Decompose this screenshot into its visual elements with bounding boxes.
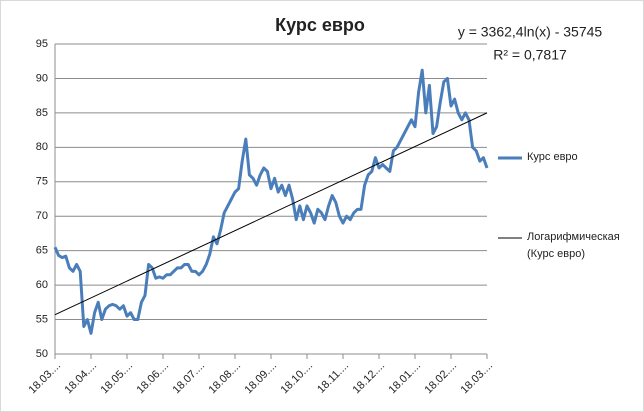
legend-label: Логарифмическая (Курс евро) <box>527 231 620 260</box>
chart-title: Курс евро <box>275 15 365 35</box>
y-tick-label: 80 <box>36 141 48 153</box>
legend-label: Курс евро <box>527 151 578 163</box>
data-line <box>53 68 489 335</box>
trend-line <box>54 112 488 316</box>
y-tick-label: 75 <box>36 176 48 188</box>
y-tick-label: 90 <box>36 72 48 84</box>
y-tick-label: 65 <box>36 245 48 257</box>
y-tick-label: 55 <box>36 313 48 325</box>
trend-equation: y = 3362,4ln(x) - 35745 <box>458 24 603 40</box>
y-tick-label: 60 <box>36 279 48 291</box>
y-tick-label: 50 <box>36 348 48 360</box>
y-tick-label: 85 <box>36 107 48 119</box>
y-tick-label: 95 <box>36 38 48 50</box>
y-tick-label: 70 <box>36 210 48 222</box>
trend-r-squared: R² = 0,7817 <box>493 47 567 63</box>
